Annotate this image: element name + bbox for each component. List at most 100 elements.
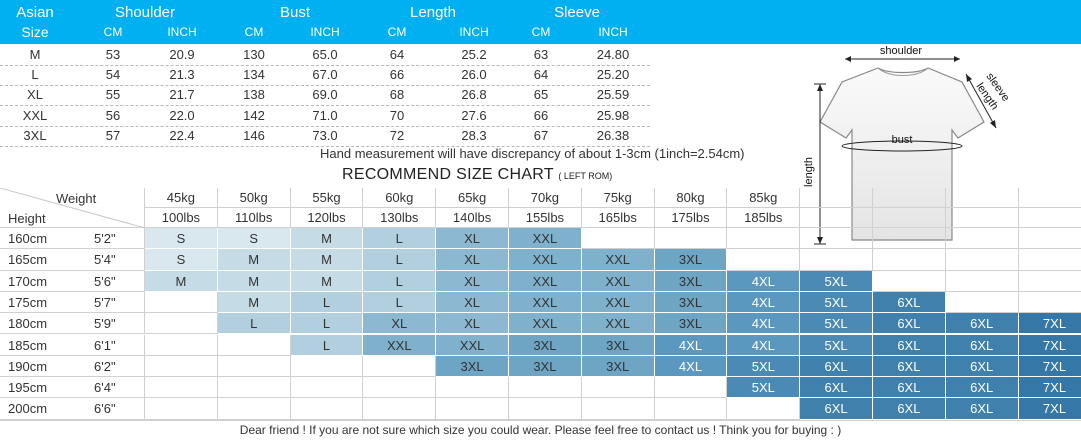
size-cell <box>945 249 1019 271</box>
size-cell: XL <box>436 270 509 292</box>
size-cell: XXL <box>509 249 582 271</box>
weight-lbs-header: 165lbs <box>581 208 655 228</box>
size-cell: XL <box>436 291 509 314</box>
weight-lbs-header: 155lbs <box>509 208 582 228</box>
size-cell: M <box>145 270 218 292</box>
measurement-value: 26.38 <box>596 127 630 143</box>
size-cell: 6XL <box>945 313 1019 335</box>
weight-kg-header: 60kg <box>363 188 437 208</box>
size-cell: 3XL <box>436 355 509 378</box>
size-cell: XXL <box>581 291 655 314</box>
unit-cm: CM <box>387 25 407 39</box>
tshirt-shape <box>819 67 985 241</box>
measurement-value: 146 <box>243 127 265 143</box>
header-length: Length <box>410 4 456 21</box>
size-cell <box>217 334 291 356</box>
size-cell <box>727 249 801 271</box>
size-cell: 6XL <box>800 377 873 399</box>
size-cell: 7XL <box>1018 313 1081 335</box>
size-cell <box>145 398 218 420</box>
header-shoulder: Shoulder <box>114 4 176 21</box>
size-cell: XL <box>436 313 509 335</box>
size-cell: 6XL <box>873 334 946 356</box>
size-cell: S <box>145 228 218 250</box>
size-cell: 7XL <box>1018 377 1081 399</box>
size-cell: 6XL <box>945 334 1019 356</box>
weight-kg-header <box>873 188 946 208</box>
measurement-value: 130 <box>243 47 265 62</box>
unit-inch: INCH <box>598 25 628 39</box>
weight-lbs-header: 185lbs <box>727 208 801 228</box>
size-cell: 3XL <box>509 334 582 356</box>
size-cell <box>145 291 218 314</box>
measurement-value: 67 <box>533 127 549 143</box>
measurement-header: Asian Size Shoulder Bust Length Sleeve C… <box>0 0 1081 44</box>
unit-cm: CM <box>244 25 264 39</box>
weight-lbs-header: 100lbs <box>145 208 218 228</box>
size-cell: 3XL <box>654 291 728 314</box>
size-label: 3XL <box>23 127 47 143</box>
height-cm: 185cm <box>0 335 72 356</box>
size-cell: M <box>290 228 364 250</box>
height-cm: 190cm <box>0 356 72 378</box>
measurement-value: 68 <box>389 87 405 103</box>
weight-lbs-header <box>1018 208 1081 228</box>
height-cm: 200cm <box>0 398 72 420</box>
measurement-row: M 53 20.9 130 65.0 64 25.2 63 24.80 <box>0 45 650 66</box>
size-cell: 4XL <box>727 313 801 335</box>
size-cell <box>1018 271 1081 292</box>
size-cell <box>436 398 509 420</box>
header-size: Size <box>21 24 49 40</box>
height-ft: 6'1" <box>72 334 145 356</box>
size-cell <box>363 398 437 420</box>
size-cell <box>581 228 655 250</box>
size-cell <box>290 377 364 399</box>
size-cell <box>873 270 946 292</box>
size-cell: 6XL <box>873 398 946 420</box>
size-cell: L <box>290 313 364 335</box>
measurement-value: 25.2 <box>461 47 487 62</box>
size-cell <box>727 228 801 250</box>
weight-kg-header: 50kg <box>217 188 291 208</box>
header-sleeve: Sleeve <box>554 4 600 21</box>
size-cell: 6XL <box>873 291 946 314</box>
size-cell <box>581 398 655 420</box>
size-cell <box>654 228 728 250</box>
size-cell <box>654 398 728 420</box>
weight-kg-header: 75kg <box>581 188 655 208</box>
weight-label: Weight <box>56 191 97 206</box>
measurement-value: 72 <box>389 127 405 143</box>
size-cell: L <box>217 313 291 335</box>
size-cell: 6XL <box>945 377 1019 399</box>
height-cm: 180cm <box>0 313 72 335</box>
size-cell: M <box>217 291 291 314</box>
weight-kg-header: 70kg <box>509 188 582 208</box>
weight-lbs-header <box>945 208 1019 228</box>
size-cell: 6XL <box>945 398 1019 420</box>
height-cm: 195cm <box>0 377 72 399</box>
measurement-note: Hand measurement will have discrepancy o… <box>320 146 745 161</box>
measurement-value: 27.6 <box>461 107 487 123</box>
size-cell: 3XL <box>581 334 655 356</box>
weight-kg-header <box>945 188 1019 208</box>
size-cell: 3XL <box>654 313 728 335</box>
tshirt-diagram: shoulder bust length sleeve length <box>803 45 1012 245</box>
size-cell <box>363 355 437 378</box>
recommend-subtitle: ( LEFT ROM) <box>558 171 613 181</box>
size-cell: 6XL <box>873 313 946 335</box>
size-cell: L <box>363 291 437 314</box>
size-cell <box>290 355 364 378</box>
measurement-value: 22.0 <box>169 107 195 123</box>
size-cell: 5XL <box>727 355 801 378</box>
size-cell: 7XL <box>1018 398 1081 420</box>
height-ft: 5'7" <box>72 291 145 314</box>
size-cell <box>945 270 1019 292</box>
weight-height-corner: Weight Height <box>0 188 145 228</box>
size-cell: 6XL <box>800 398 873 420</box>
measurement-value: 65 <box>533 87 549 103</box>
measurement-value: 54 <box>105 67 121 83</box>
size-cell: 4XL <box>727 291 801 314</box>
size-cell <box>363 377 437 399</box>
unit-cm: CM <box>531 25 551 39</box>
size-cell <box>145 334 218 356</box>
